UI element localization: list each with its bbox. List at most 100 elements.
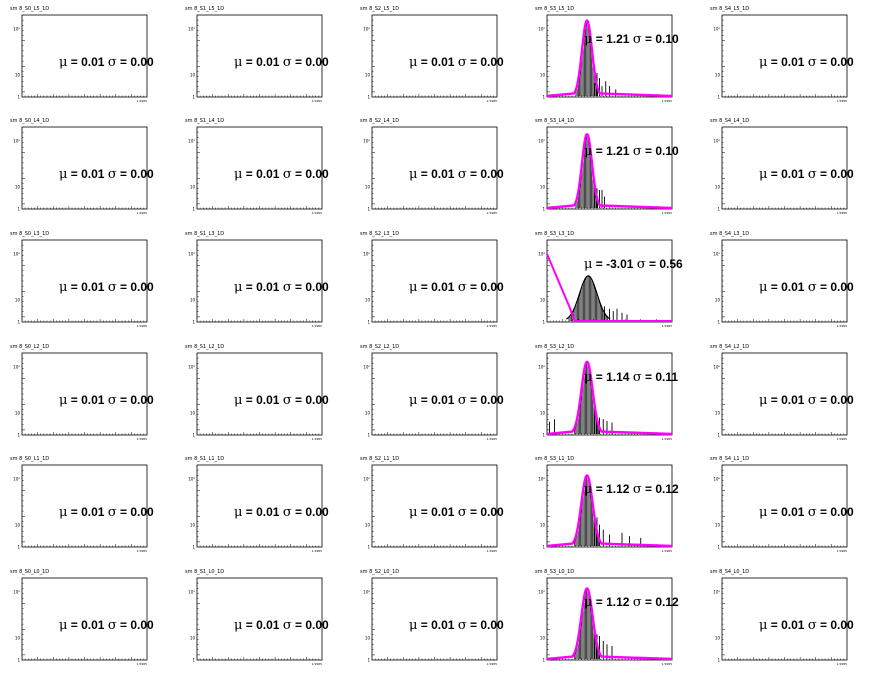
y-tick-label: 10 <box>190 298 196 303</box>
plot-frame <box>546 577 673 661</box>
panel-title: sm 8_S4_L2_1D <box>710 344 749 350</box>
fit-stats-label: μ = 1.12 σ = 0.12 <box>584 482 679 497</box>
panel-title: sm 8_S3_L4_1D <box>535 118 574 124</box>
fit-stats-label: μ = 0.01 σ = 0.00 <box>409 167 504 182</box>
fit-stats-label: μ = 0.01 σ = 0.00 <box>409 55 504 70</box>
y-tick-label: 10 <box>190 523 196 528</box>
y-tick-label: 1 <box>17 545 20 550</box>
fit-stats-label: μ = 0.01 σ = 0.00 <box>59 618 154 633</box>
x-end-label: 1.5985 <box>312 99 323 103</box>
y-tick-label: 1 <box>717 207 720 212</box>
y-tick-label: 1 <box>542 320 545 325</box>
x-end-label: 1.5985 <box>662 437 673 441</box>
panel-title: sm 8_S1_L0_1D <box>185 569 224 575</box>
x-axis-ticks <box>724 319 845 322</box>
x-axis-ticks <box>24 206 145 209</box>
histogram-panel: sm 8_S4_L0_1D 10² 10 1 1.5985 μ = 0.01 σ = 0.… <box>710 569 854 666</box>
x-axis-ticks <box>374 319 495 322</box>
x-end-label: 1.5985 <box>137 324 148 328</box>
histogram-panel: sm 8_S4_L4_1D 10² 10 1 1.5985 μ = 0.01 σ = 0.… <box>710 118 854 215</box>
panel-title: sm 8_S0_L5_1D <box>10 6 49 12</box>
panel-title: sm 8_S3_L5_1D <box>535 6 574 12</box>
panel-title: sm 8_S4_L3_1D <box>710 231 749 237</box>
y-axis-ticks <box>722 582 725 656</box>
histogram-panel: sm 8_S1_L3_1D 10² 10 1 1.5985 μ = 0.01 σ = 0.… <box>185 231 329 328</box>
histogram-envelope <box>566 275 611 320</box>
fit-curve <box>546 587 673 661</box>
fit-stats-label: μ = 0.01 σ = 0.00 <box>759 505 854 520</box>
y-tick-label: 10² <box>363 252 370 257</box>
x-axis-ticks <box>24 432 145 435</box>
fit-stats-label: μ = 0.01 σ = 0.00 <box>234 393 329 408</box>
fit-stats-label: μ = 0.01 σ = 0.00 <box>59 167 154 182</box>
x-end-label: 1.5985 <box>312 437 323 441</box>
x-axis-ticks <box>724 544 845 547</box>
panel-title: sm 8_S1_L1_1D <box>185 456 224 462</box>
x-end-label: 1.5985 <box>137 549 148 553</box>
fit-stats-label: μ = 0.01 σ = 0.00 <box>759 280 854 295</box>
y-tick-label: 10 <box>190 73 196 78</box>
fit-stats-label: μ = 0.01 σ = 0.00 <box>409 280 504 295</box>
y-tick-label: 10 <box>365 73 371 78</box>
y-tick-label: 10² <box>188 477 195 482</box>
y-tick-label: 1 <box>717 433 720 438</box>
y-tick-label: 1 <box>17 95 20 100</box>
panel-title: sm 8_S2_L3_1D <box>360 231 399 237</box>
x-end-label: 1.5985 <box>137 99 148 103</box>
histogram-panel: sm 8_S1_L1_1D 10² 10 1 1.5985 μ = 0.01 σ = 0.… <box>185 456 329 553</box>
panel-title: sm 8_S1_L3_1D <box>185 231 224 237</box>
x-end-label: 1.5985 <box>487 324 498 328</box>
fit-stats-label: μ = 1.21 σ = 0.10 <box>584 144 679 159</box>
panel-title: sm 8_S3_L0_1D <box>535 569 574 575</box>
fit-stats-label: μ = 0.01 σ = 0.00 <box>234 167 329 182</box>
y-tick-label: 10 <box>15 298 21 303</box>
y-tick-label: 10 <box>15 185 21 190</box>
x-axis-ticks <box>24 544 145 547</box>
y-axis-ticks <box>22 582 25 656</box>
y-tick-label: 10² <box>538 365 545 370</box>
x-end-label: 1.5985 <box>837 662 848 666</box>
y-axis-ticks <box>372 582 375 656</box>
y-tick-label: 10² <box>538 252 545 257</box>
histogram-panel: sm 8_S0_L5_1D 10² 10 1 1.5985 μ = 0.01 σ = 0.… <box>10 6 154 103</box>
histogram-panel: sm 8_S3_L3_1D 10² 10 1 1.5985 μ = -3.01 σ = 0… <box>535 231 683 328</box>
y-tick-label: 1 <box>367 207 370 212</box>
y-axis-ticks <box>722 357 725 431</box>
y-tick-label: 10² <box>538 590 545 595</box>
fit-curve <box>546 474 673 548</box>
x-end-label: 1.5985 <box>662 324 673 328</box>
y-tick-label: 10² <box>363 365 370 370</box>
histogram-bars <box>575 134 605 208</box>
histogram-panel: sm 8_S4_L2_1D 10² 10 1 1.5985 μ = 0.01 σ = 0.… <box>710 344 854 441</box>
y-tick-label: 10 <box>715 411 721 416</box>
y-tick-label: 10² <box>188 252 195 257</box>
fit-curve <box>546 19 673 98</box>
fit-stats-label: μ = 0.01 σ = 0.00 <box>234 618 329 633</box>
y-tick-label: 10 <box>540 636 546 641</box>
panel-title: sm 8_S3_L2_1D <box>535 344 574 350</box>
x-axis-ticks <box>374 94 495 97</box>
histogram-panel: sm 8_S4_L5_1D 10² 10 1 1.5985 μ = 0.01 σ = 0.… <box>710 6 854 103</box>
y-tick-label: 10 <box>540 73 546 78</box>
x-axis-ticks <box>199 206 320 209</box>
y-axis-ticks <box>372 244 375 318</box>
plot-frame <box>546 14 673 98</box>
y-tick-label: 1 <box>367 545 370 550</box>
panel-title: sm 8_S0_L3_1D <box>10 231 49 237</box>
x-end-label: 1.5985 <box>312 324 323 328</box>
y-axis-ticks <box>22 244 25 318</box>
y-tick-label: 1 <box>367 658 370 663</box>
y-tick-label: 10² <box>13 27 20 32</box>
y-tick-label: 10² <box>713 590 720 595</box>
x-axis-ticks <box>724 657 845 660</box>
fit-stats-label: μ = -3.01 σ = 0.56 <box>584 257 683 272</box>
y-tick-label: 10² <box>363 139 370 144</box>
y-tick-label: 10 <box>190 636 196 641</box>
x-axis-ticks <box>199 657 320 660</box>
histogram-panel: sm 8_S3_L0_1D 10² 10 1 1.5985 μ = 1.12 σ = 0.… <box>535 569 679 666</box>
fit-stats-label: μ = 0.01 σ = 0.00 <box>759 393 854 408</box>
y-tick-label: 1 <box>717 658 720 663</box>
y-tick-label: 1 <box>192 545 195 550</box>
x-end-label: 1.5985 <box>837 437 848 441</box>
